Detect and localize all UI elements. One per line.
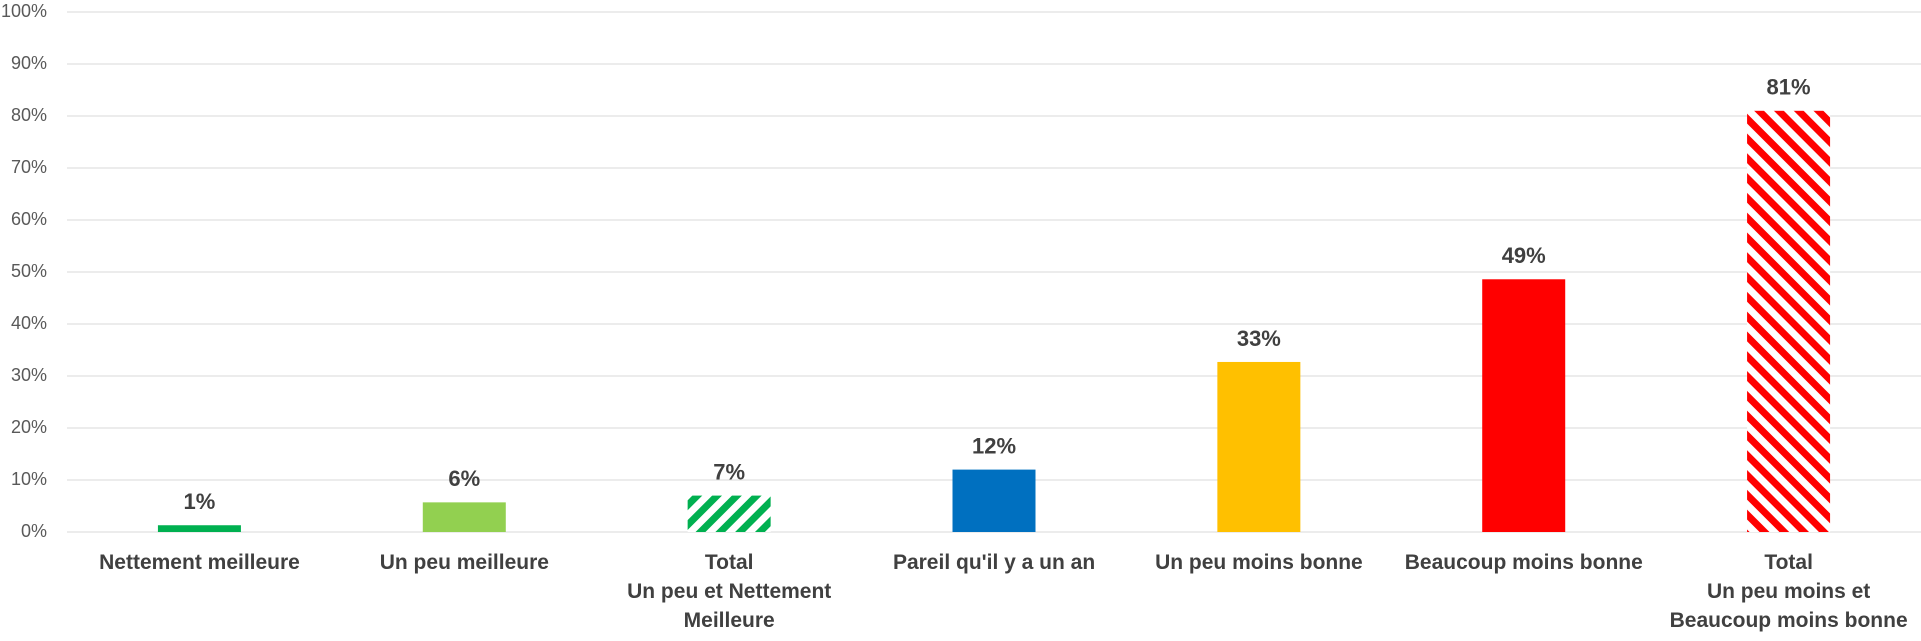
y-tick-label: 40% <box>11 313 47 333</box>
x-tick-label: Beaucoup moins bonne <box>1404 551 1643 574</box>
y-tick-label: 0% <box>21 521 47 541</box>
x-tick-label: Pareil qu'il y a un an <box>892 551 1096 574</box>
y-tick-label: 80% <box>11 105 47 125</box>
y-tick-label: 30% <box>11 365 47 385</box>
data-label: 12% <box>972 433 1016 458</box>
bar <box>687 495 771 532</box>
bar <box>1747 110 1831 533</box>
y-tick-label: 70% <box>11 157 47 177</box>
x-tick-label: Un peu meilleure <box>379 551 549 574</box>
data-label: 49% <box>1502 243 1546 268</box>
data-label: 7% <box>713 459 745 484</box>
bar <box>952 469 1036 532</box>
x-tick-label: Total Un peu moins et Beaucoup moins bon… <box>1669 551 1908 632</box>
data-label: 1% <box>184 489 216 514</box>
y-tick-label: 50% <box>11 261 47 281</box>
x-tick-label: Total Un peu et Nettement Meilleure <box>627 551 832 632</box>
y-tick-label: 20% <box>11 417 47 437</box>
bar <box>1482 279 1566 532</box>
data-label: 6% <box>448 466 480 491</box>
bar <box>157 525 241 532</box>
y-tick-label: 10% <box>11 469 47 489</box>
data-label: 33% <box>1237 326 1281 351</box>
y-tick-label: 60% <box>11 209 47 229</box>
bar <box>1217 361 1301 532</box>
y-tick-label: 100% <box>1 1 47 21</box>
bar <box>422 502 506 532</box>
data-label: 81% <box>1767 75 1811 100</box>
x-tick-label: Nettement meilleure <box>99 551 300 574</box>
y-tick-label: 90% <box>11 53 47 73</box>
x-tick-label: Un peu moins bonne <box>1155 551 1363 574</box>
